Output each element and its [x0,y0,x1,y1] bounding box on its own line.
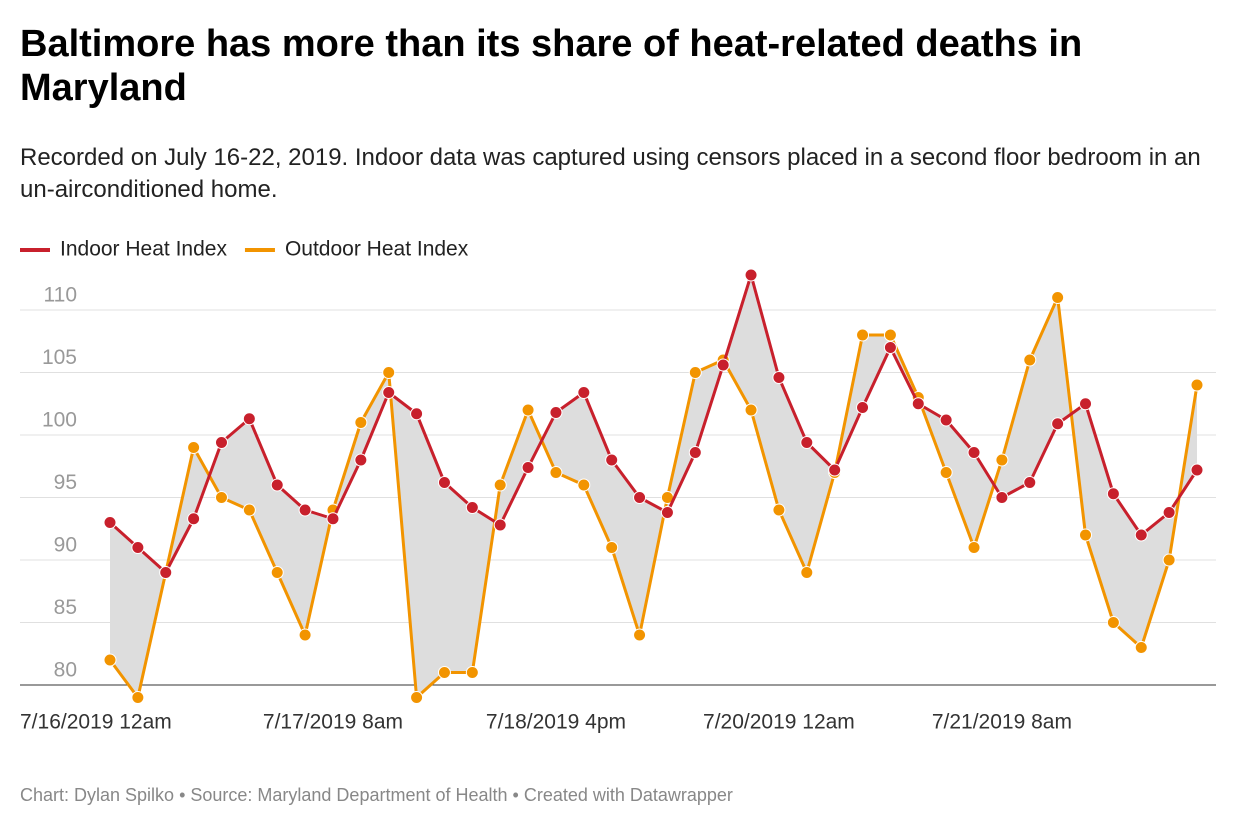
point [967,446,981,459]
point [633,491,647,504]
point [549,406,563,419]
point [1106,487,1120,501]
point [187,441,201,454]
point [298,628,312,642]
point [1023,353,1037,367]
point [242,412,256,426]
y-tick-label: 85 [54,596,77,619]
point [270,566,284,579]
y-tick-label: 100 [42,409,77,432]
legend-label: Outdoor Heat Index [285,238,469,261]
point [772,371,786,384]
point [270,478,284,492]
point [382,366,396,379]
y-tick-label: 110 [44,284,77,307]
point [605,541,619,554]
point [465,666,479,679]
difference-area [110,275,1197,698]
point [242,503,256,517]
point [521,403,535,417]
point [883,341,897,354]
point [465,501,479,514]
point [1079,528,1093,542]
point [883,328,897,342]
x-tick-label: 7/16/2019 12am [20,711,172,734]
point [103,516,117,529]
point [716,358,730,372]
y-tick-label: 90 [54,534,77,557]
point [577,386,591,399]
legend-label: Indoor Heat Index [60,238,227,261]
point [493,518,507,532]
point [131,541,145,554]
x-tick-label: 7/18/2019 4pm [486,711,626,734]
point [1162,506,1176,519]
point [605,453,619,467]
point [410,407,424,421]
y-tick-label: 95 [54,471,77,494]
line [108,296,1199,699]
chart-subtitle: Recorded on July 16-22, 2019. Indoor dat… [20,144,1201,203]
point [354,416,368,429]
point [800,436,814,449]
point [911,397,925,411]
point [382,386,396,399]
point [1079,397,1093,411]
point [688,446,702,459]
point [1023,476,1037,489]
point [772,503,786,517]
point [1134,528,1148,542]
chart-title: Baltimore has more than its share of hea… [20,23,1083,109]
point [633,628,647,642]
point [326,512,340,526]
point [856,401,870,414]
point [828,463,842,477]
footer: Chart: Dylan Spilko • Source: Maryland D… [20,785,733,805]
point [660,506,674,519]
point [1190,378,1204,392]
point [549,466,563,479]
point [521,461,535,474]
point [437,666,451,679]
point [214,491,228,504]
point [187,512,201,526]
point [1106,616,1120,629]
point [1134,641,1148,654]
point [437,476,451,489]
point [298,503,312,517]
point [354,453,368,467]
point [939,413,953,427]
x-tick-label: 7/20/2019 12am [703,711,855,734]
point [1190,463,1204,477]
point [577,478,591,492]
point [1162,553,1176,567]
point [214,436,228,449]
y-tick-label: 105 [42,346,77,369]
point [159,566,173,579]
point [1051,291,1065,304]
point [995,453,1009,467]
x-tick-label: 7/21/2019 8am [932,711,1072,734]
point [995,491,1009,504]
point [800,566,814,579]
point [410,691,424,704]
point [744,403,758,417]
y-tick-label: 80 [54,659,77,682]
x-tick-label: 7/17/2019 8am [263,711,403,734]
point [131,691,145,704]
point [493,478,507,492]
point [856,328,870,342]
point [967,541,981,554]
point [1051,417,1065,431]
point [939,466,953,479]
point [688,366,702,379]
point [103,653,117,667]
point [744,268,758,282]
line [108,273,1199,574]
